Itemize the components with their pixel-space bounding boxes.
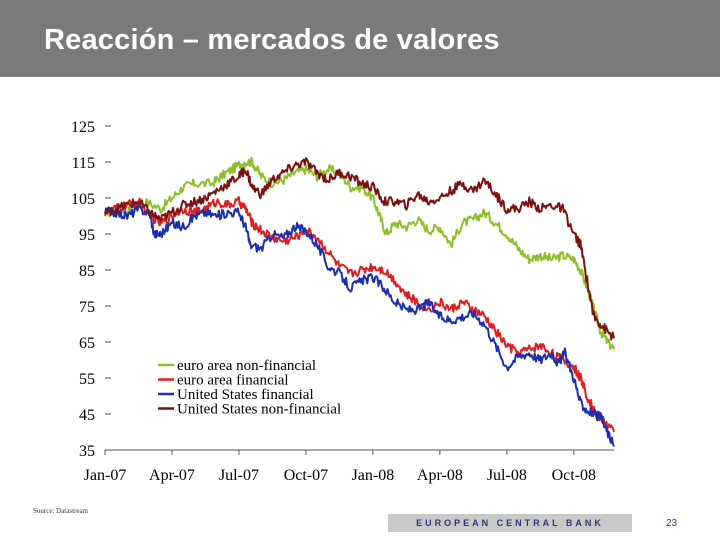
y-tick-label: 105 bbox=[71, 191, 95, 208]
y-tick-label: 55 bbox=[79, 371, 95, 388]
series-line-united-states-non-financial bbox=[104, 157, 615, 341]
y-tick-label: 35 bbox=[79, 443, 95, 460]
source-note: Source: Datastream bbox=[33, 507, 89, 515]
legend-label: euro area non-financial bbox=[177, 358, 316, 374]
footer-band bbox=[388, 514, 632, 532]
axes: 125 115 105 95 85 75 65 55 45 35 Jan-07 Apr-07 Jul-0… bbox=[71, 119, 614, 484]
series-layer bbox=[104, 156, 615, 447]
x-tick-label: Apr-07 bbox=[149, 467, 195, 484]
legend-label: United States financial bbox=[177, 387, 314, 403]
y-tick-label: 65 bbox=[79, 335, 95, 352]
page-number: 23 bbox=[666, 518, 678, 529]
series-line-euro-area-non-financial bbox=[104, 156, 615, 350]
x-tick-label: Jan-08 bbox=[352, 467, 395, 484]
x-tick-label: Oct-07 bbox=[284, 467, 328, 484]
legend-label: United States non-financial bbox=[177, 402, 341, 418]
footer: EUROPEAN CENTRAL BANK 23 bbox=[0, 512, 720, 534]
x-tick-label: Apr-08 bbox=[417, 467, 463, 484]
y-tick-label: 85 bbox=[79, 263, 95, 280]
y-tick-label: 45 bbox=[79, 407, 95, 424]
y-tick-label: 125 bbox=[71, 119, 95, 136]
series-line-united-states-financial bbox=[104, 203, 615, 447]
x-tick-label: Oct-08 bbox=[552, 467, 596, 484]
slide-title: Reacción – mercados de valores bbox=[44, 24, 500, 56]
x-tick-label: Jul-07 bbox=[219, 467, 259, 484]
y-tick-label: 115 bbox=[72, 155, 95, 172]
title-bar: Reacción – mercados de valores bbox=[0, 0, 720, 77]
footer-bank-name: EUROPEAN CENTRAL BANK bbox=[416, 518, 604, 528]
x-tick-label: Jan-07 bbox=[84, 467, 127, 484]
legend-label: euro area financial bbox=[177, 373, 289, 389]
y-tick-label: 95 bbox=[79, 227, 95, 244]
x-tick-label: Jul-08 bbox=[487, 467, 527, 484]
y-tick-label: 75 bbox=[79, 299, 95, 316]
